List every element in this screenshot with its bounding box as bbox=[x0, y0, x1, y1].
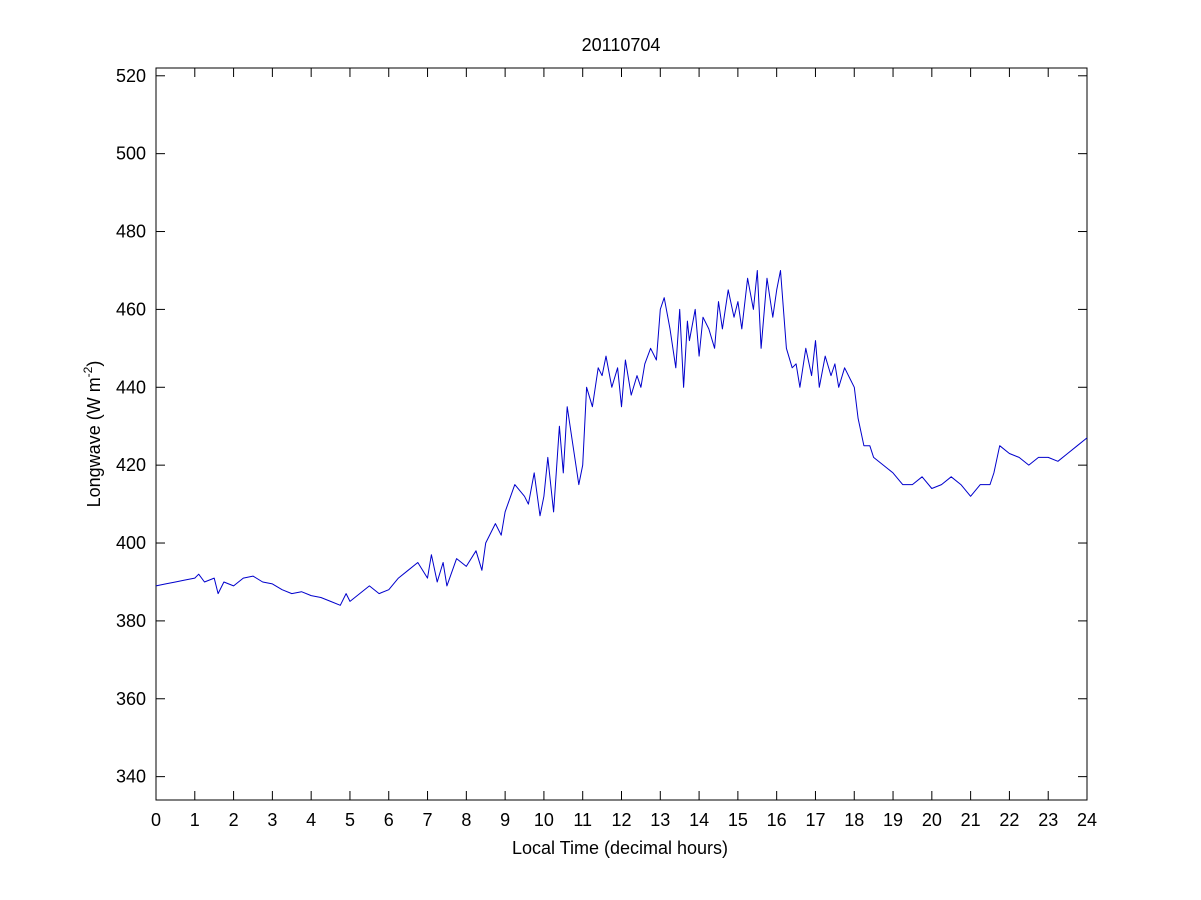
y-tick-label: 420 bbox=[116, 455, 146, 475]
x-tick-label: 13 bbox=[650, 810, 670, 830]
x-tick-label: 3 bbox=[267, 810, 277, 830]
y-tick-label: 500 bbox=[116, 144, 146, 164]
x-tick-label: 0 bbox=[151, 810, 161, 830]
x-tick-label: 1 bbox=[190, 810, 200, 830]
x-tick-label: 7 bbox=[423, 810, 433, 830]
x-tick-label: 6 bbox=[384, 810, 394, 830]
y-axis-label-close: ) bbox=[84, 361, 104, 367]
x-tick-label: 16 bbox=[767, 810, 787, 830]
axes-frame bbox=[155, 67, 1088, 801]
y-axis-label-main: Longwave (W m bbox=[84, 377, 104, 507]
x-axis-label: Local Time (decimal hours) bbox=[512, 838, 728, 858]
x-tick-label: 9 bbox=[500, 810, 510, 830]
y-tick-label: 340 bbox=[116, 767, 146, 787]
y-tick-label: 380 bbox=[116, 611, 146, 631]
y-tick-label: 400 bbox=[116, 533, 146, 553]
x-tick-label: 4 bbox=[306, 810, 316, 830]
x-tick-label: 19 bbox=[883, 810, 903, 830]
y-axis: 340 360 380 400 420 440 460 480 500 520 bbox=[116, 66, 1087, 787]
x-tick-label: 17 bbox=[805, 810, 825, 830]
y-tick-label: 480 bbox=[116, 222, 146, 242]
x-tick-label: 18 bbox=[844, 810, 864, 830]
x-tick-label: 2 bbox=[229, 810, 239, 830]
x-tick-label: 5 bbox=[345, 810, 355, 830]
y-tick-label: 440 bbox=[116, 377, 146, 397]
y-tick-label: 460 bbox=[116, 299, 146, 319]
y-axis-label-exponent: -2 bbox=[81, 366, 95, 377]
x-tick-label: 12 bbox=[611, 810, 631, 830]
x-tick-label: 22 bbox=[999, 810, 1019, 830]
chart-title: 20110704 bbox=[582, 35, 661, 55]
plot-area bbox=[155, 67, 1088, 801]
x-tick-label: 24 bbox=[1077, 810, 1097, 830]
longwave-series-line bbox=[155, 270, 1088, 606]
x-tick-label: 11 bbox=[573, 810, 592, 830]
x-tick-label: 23 bbox=[1038, 810, 1058, 830]
y-axis-label: Longwave (W m-2) bbox=[81, 361, 104, 508]
x-tick-label: 15 bbox=[728, 810, 748, 830]
y-tick-label: 360 bbox=[116, 689, 146, 709]
y-tick-label: 520 bbox=[116, 66, 146, 86]
x-tick-label: 14 bbox=[689, 810, 709, 830]
x-tick-label: 21 bbox=[961, 810, 981, 830]
x-tick-label: 20 bbox=[922, 810, 942, 830]
x-axis: 0 1 2 3 4 5 6 7 8 9 10 11 12 13 14 15 16 17 18 19 20 21 22 23 24 bbox=[151, 68, 1097, 830]
x-tick-label: 10 bbox=[534, 810, 554, 830]
x-tick-label: 8 bbox=[461, 810, 471, 830]
